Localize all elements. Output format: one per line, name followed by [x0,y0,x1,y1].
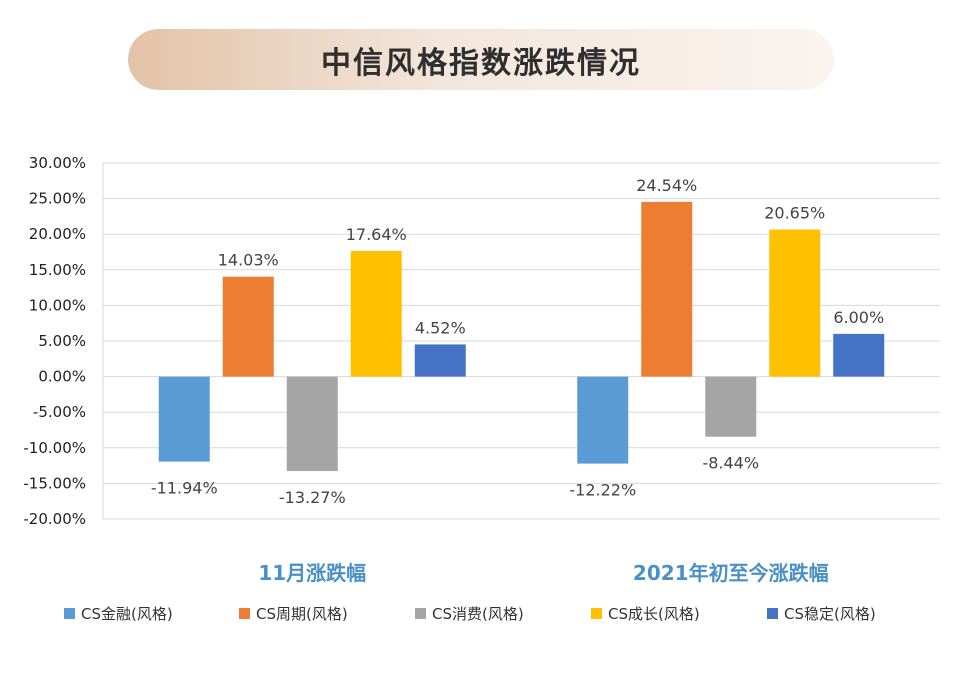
legend-item: CS周期(风格) [239,598,348,628]
y-tick-label: 30.00% [29,154,86,172]
y-tick-label: 15.00% [29,261,86,279]
data-label: 17.64% [346,225,407,244]
bar-2-2 [641,201,693,377]
data-label: 24.54% [636,176,697,195]
chart-legend: CS金融(风格) CS周期(风格) CS消费(风格) CS成长(风格) CS稳定(风格) [0,598,960,628]
legend-label: CS周期(风格) [256,604,348,623]
bar-4-2 [769,229,821,377]
y-tick-label: -20.00% [23,510,86,528]
bar-3-1 [286,376,338,472]
y-tick-label: 20.00% [29,225,86,243]
data-label: 14.03% [218,251,279,270]
title-banner: 中信风格指数涨跌情况 [128,29,834,90]
y-tick-label: -10.00% [23,439,86,457]
y-tick-label: -5.00% [33,403,86,421]
bar-1-1 [158,376,210,462]
data-label: -11.94% [151,479,218,498]
data-label: 4.52% [415,318,466,337]
y-tick-label: 10.00% [29,296,86,314]
legend-swatch [64,607,75,619]
legend-swatch [591,607,602,619]
legend-swatch [415,607,426,619]
y-tick-label: 0.00% [38,368,86,386]
legend-label: CS消费(风格) [432,604,524,623]
legend-swatch [239,607,250,619]
y-tick-label: 25.00% [29,190,86,208]
category-label: 11月涨跌幅 [258,561,366,585]
bar-3-2 [705,376,757,437]
bar-2-1 [222,276,274,377]
legend-item: CS稳定(风格) [767,598,876,628]
bar-1-2 [577,376,629,464]
category-label: 2021年初至今涨跌幅 [633,561,829,585]
bar-5-1 [414,344,466,377]
chart-title: 中信风格指数涨跌情况 [321,45,641,81]
legend-swatch [767,607,778,619]
data-label: 6.00% [833,308,884,327]
data-label: -8.44% [702,454,759,473]
y-tick-label: 5.00% [38,332,86,350]
data-label: -12.22% [569,481,636,500]
legend-label: CS金融(风格) [81,604,173,623]
data-label: 20.65% [764,204,825,223]
bar-4-1 [350,251,402,377]
legend-item: CS金融(风格) [64,598,173,628]
legend-label: CS成长(风格) [608,604,700,623]
data-label: -13.27% [279,488,346,507]
legend-label: CS稳定(风格) [784,604,876,623]
legend-item: CS成长(风格) [591,598,700,628]
bar-5-2 [833,333,885,377]
y-tick-label: -15.00% [23,474,86,492]
legend-item: CS消费(风格) [415,598,524,628]
bar-chart: 30.00% 25.00% 20.00% 15.00% 10.00% 5.00% 0.00%… [23,154,940,585]
